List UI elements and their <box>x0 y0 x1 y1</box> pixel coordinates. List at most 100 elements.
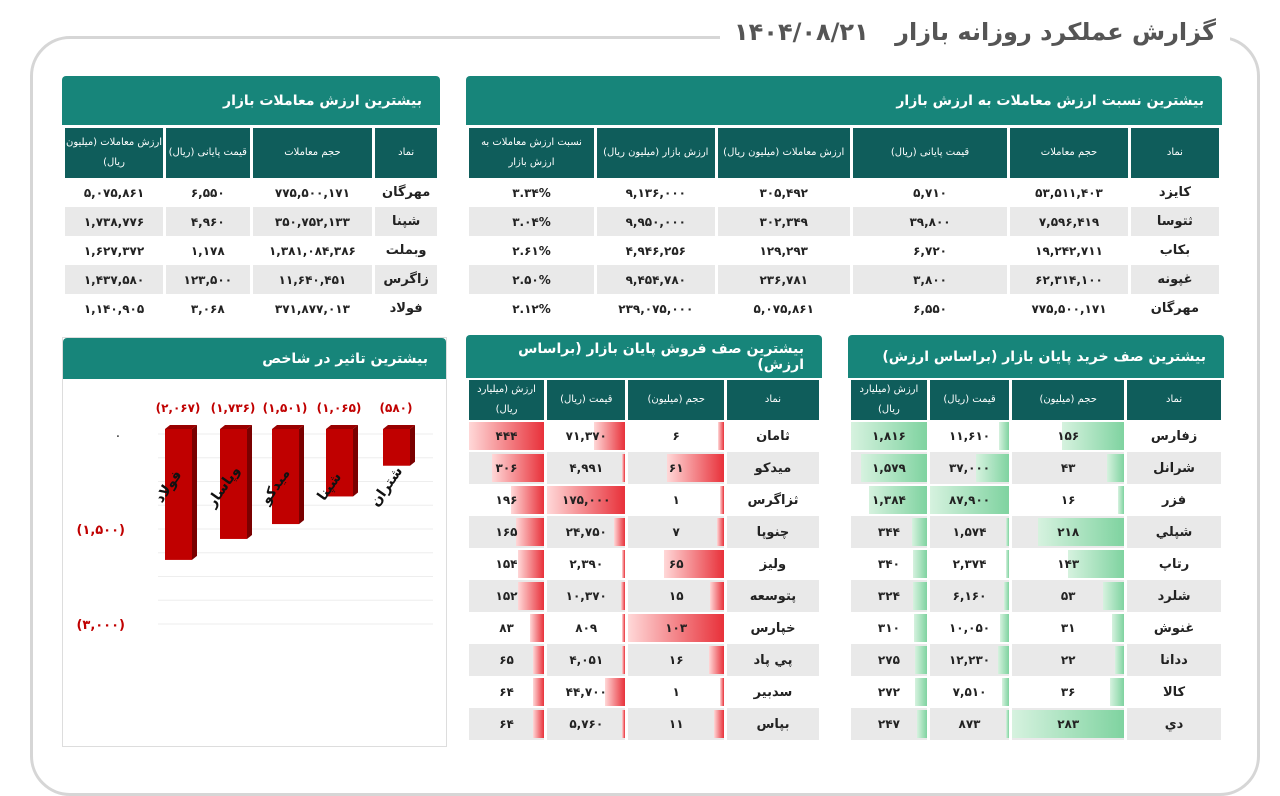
value-bar <box>713 710 724 738</box>
value-bar <box>1062 422 1125 450</box>
value-bar <box>720 678 724 706</box>
table-row: زفارس ۱۵۶ ۱۱,۶۱۰ ۱,۸۱۶ <box>851 420 1221 452</box>
value-bar <box>913 582 927 610</box>
table-row: بکاب ۱۹,۲۴۲,۷۱۱ ۶,۷۲۰ ۱۲۹,۲۹۳ ۴,۹۴۶,۲۵۶ ۲.۶۱% <box>469 236 1219 265</box>
symbol-cell: وبملت <box>385 243 427 258</box>
bar-side <box>353 425 358 497</box>
value-cell: ۵۳ <box>1012 580 1125 612</box>
value-bar <box>1115 646 1125 674</box>
value-cell: ۱۵ <box>628 580 724 612</box>
symbol-cell: مهرگان <box>1150 301 1200 316</box>
value-cell: ۱۱,۶۴۰,۴۵۱ <box>252 265 373 294</box>
table-row: ثتوسا ۷,۵۹۶,۴۱۹ ۳۹,۸۰۰ ۳۰۲,۳۴۹ ۹,۹۵۰,۰۰۰ ۳.۰۴… <box>469 207 1219 236</box>
value-cell: ۱۲۳,۵۰۰ <box>166 265 250 294</box>
symbol-cell: ددانا <box>1127 644 1221 676</box>
value-cell: ۶,۷۲۰ <box>913 243 947 258</box>
value-cell: ۱۵۲ <box>469 580 545 612</box>
y-tick-label: ۰ <box>115 431 121 442</box>
table-row: وبملت ۱,۳۸۱,۰۸۴,۳۸۶ ۱,۱۷۸ ۱,۶۲۷,۳۷۲ <box>65 236 437 265</box>
value-cell: ۱۱,۶۱۰ <box>930 420 1010 452</box>
symbol-cell: غپونه <box>1130 265 1219 294</box>
symbol-cell: بکاب <box>1159 243 1191 258</box>
symbol-cell: زاگرس <box>375 265 437 294</box>
value-bar <box>614 518 626 546</box>
value-cell: ۵۳,۵۱۱,۴۰۳ <box>1035 185 1103 200</box>
value-cell: ۶۵ <box>469 644 545 676</box>
value-cell: ۳۰۵,۴۹۲ <box>759 185 808 200</box>
value-cell: ۱,۵۷۹ <box>851 452 927 484</box>
value-cell: ۱۵۴ <box>469 548 545 580</box>
value-cell: ۳.۳۴% <box>512 185 551 200</box>
bar-top <box>383 425 415 429</box>
value-cell: ۳۰۲,۳۴۹ <box>717 207 850 236</box>
table-row: فولاد ۳۷۱,۸۷۷,۰۱۳ ۳,۰۶۸ ۱,۱۴۰,۹۰۵ <box>65 294 437 323</box>
value-bar <box>663 550 724 578</box>
value-bar <box>622 614 626 642</box>
value-cell: ۱,۳۸۱,۰۸۴,۳۸۶ <box>268 243 356 258</box>
value-bar <box>1000 614 1010 642</box>
symbol-cell: پي پاد <box>726 644 819 676</box>
value-cell: ۷ <box>628 516 724 548</box>
value-cell: ۲۳۶,۷۸۱ <box>717 265 850 294</box>
table-row: فزر ۱۶ ۸۷,۹۰۰ ۱,۳۸۴ <box>851 484 1221 516</box>
value-bar <box>516 518 545 546</box>
header-row: نماد حجم معاملات قیمت پایانی (ریال) ارزش مع… <box>469 128 1219 178</box>
symbol-cell: ثزاگرس <box>747 492 799 508</box>
symbol-cell: بپاس <box>726 708 819 740</box>
value-cell: ۱,۸۱۶ <box>851 420 927 452</box>
symbol-cell: سدبیر <box>753 684 793 700</box>
bar-top <box>272 425 304 429</box>
value-cell: ۱۲۹,۲۹۳ <box>759 243 808 258</box>
value-bar <box>929 486 1010 514</box>
value-table: نماد حجم معاملات قیمت پایانی (ریال) ارزش مع… <box>62 128 440 323</box>
bar-side <box>299 425 304 525</box>
buy-queue-card: بیشترین صف خرید پایان بازار (براساس ارزش… <box>848 335 1224 740</box>
value-cell: ۴۴,۷۰۰ <box>547 676 626 708</box>
value-bar <box>1109 678 1125 706</box>
table-row: رتاپ ۱۴۳ ۲,۳۷۴ ۳۴۰ <box>851 548 1221 580</box>
value-bar <box>709 646 724 674</box>
value-bar <box>710 582 724 610</box>
value-bar <box>915 678 927 706</box>
value-cell: ۶,۵۵۰ <box>913 301 947 316</box>
value-bar <box>533 646 545 674</box>
value-cell: ۶ <box>628 420 724 452</box>
table-row: میدکو ۶۱ ۴,۹۹۱ ۳۰۶ <box>469 452 819 484</box>
category-label: شتران <box>367 464 406 510</box>
header-row: نماد حجم (میلیون) قیمت (ریال) ارزش (میلیارد… <box>469 380 819 420</box>
symbol-cell: زفارس <box>1150 428 1198 444</box>
value-cell: ۱۰,۳۷۰ <box>547 580 626 612</box>
value-cell: ۳۱۰ <box>851 612 927 644</box>
value-bar <box>1107 454 1125 482</box>
column-header: نماد <box>1127 380 1221 420</box>
symbol-cell: شلرد <box>1127 580 1221 612</box>
symbol-cell: پتوسعه <box>726 580 819 612</box>
y-tick-label: (۳,۰۰۰) <box>76 618 125 633</box>
value-bar <box>533 678 545 706</box>
value-cell: ۵,۷۱۰ <box>913 185 947 200</box>
value-cell: ۸۷۳ <box>929 708 1010 740</box>
value-bar <box>628 614 724 642</box>
symbol-cell: کایزد <box>1158 185 1191 200</box>
y-tick-label: (۱,۵۰۰) <box>76 523 125 538</box>
value-bar <box>622 550 626 578</box>
column-header: قیمت پایانی (ریال) <box>166 128 250 178</box>
value-cell: ۱۱ <box>628 708 724 740</box>
column-header: حجم معاملات <box>1010 128 1128 178</box>
value-cell: ۲.۱۲% <box>512 301 551 316</box>
value-bar <box>518 582 545 610</box>
symbol-cell: شپنا <box>375 207 437 236</box>
value-cell: ۷۱,۳۷۰ <box>547 420 626 452</box>
value-cell: ۷,۵۱۰ <box>930 676 1010 708</box>
column-header: حجم (میلیون) <box>1012 380 1125 420</box>
index-impact-card: بیشترین تاثیر در شاخص ۰ (۱,۵۰۰) (۳,۰۰۰) (۲,… <box>62 337 447 747</box>
value-cell: ۸۰۹ <box>547 612 626 644</box>
value-cell: ۶۴ <box>469 676 545 708</box>
value-bar <box>869 486 927 514</box>
table-row: پتوسعه ۱۵ ۱۰,۳۷۰ ۱۵۲ <box>469 580 819 612</box>
value-cell: ۱,۱۴۰,۹۰۵ <box>83 301 145 316</box>
table-row: خپارس ۱۰۳ ۸۰۹ ۸۳ <box>469 612 819 644</box>
column-header: ارزش بازار (میلیون ریال) <box>596 128 715 178</box>
value-cell: ۴,۹۶۰ <box>166 207 250 236</box>
data-label: (۵۸۰) <box>380 401 413 415</box>
